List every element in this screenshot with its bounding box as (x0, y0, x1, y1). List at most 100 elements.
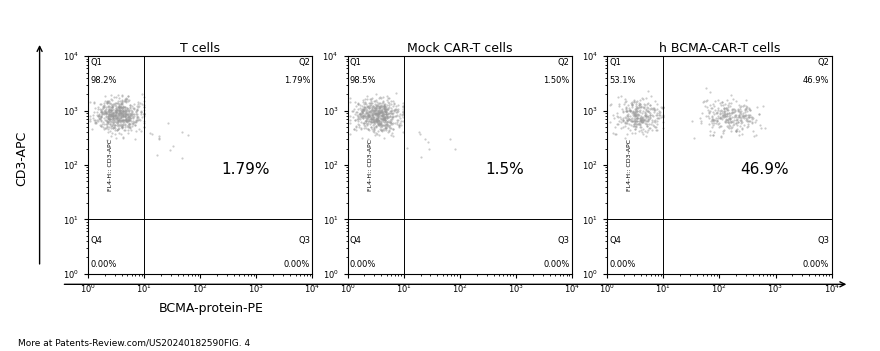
Point (91, 113, 105, 118)
Point (372, 103, 386, 108)
Point (373, 103, 387, 109)
Point (84, 116, 98, 122)
Point (362, 113, 376, 119)
Point (112, 102, 126, 107)
Point (365, 116, 379, 121)
Point (713, 100, 727, 106)
Text: FL4-H:: CD3-APC: FL4-H:: CD3-APC (627, 139, 632, 191)
Point (105, 133, 119, 139)
Point (639, 133, 653, 139)
Point (121, 125, 136, 130)
Point (649, 127, 664, 132)
Point (98, 110, 112, 116)
Point (369, 118, 383, 124)
Point (101, 105, 115, 110)
Point (728, 114, 742, 119)
Point (377, 104, 391, 109)
Point (730, 106, 744, 112)
Point (381, 129, 395, 135)
Point (371, 108, 385, 114)
Point (378, 116, 392, 122)
Point (96, 110, 110, 115)
Point (103, 121, 117, 127)
Point (628, 113, 642, 118)
Point (110, 101, 124, 106)
Point (134, 111, 148, 117)
Point (370, 101, 385, 107)
Point (377, 135, 391, 141)
Point (97, 110, 111, 116)
Point (722, 118, 737, 124)
Point (130, 111, 144, 117)
Point (732, 132, 746, 138)
Point (126, 118, 140, 124)
Point (623, 108, 637, 114)
Point (363, 96, 377, 101)
Text: 1.5%: 1.5% (485, 162, 524, 177)
Point (722, 125, 737, 131)
Point (726, 110, 740, 115)
Point (99, 106, 113, 111)
Point (351, 113, 365, 119)
Point (696, 99, 710, 105)
Point (151, 135, 165, 140)
Point (86, 110, 100, 115)
Point (370, 128, 385, 133)
Point (376, 111, 390, 116)
Point (364, 120, 378, 125)
Point (700, 98, 714, 104)
Point (119, 98, 133, 104)
Point (136, 104, 150, 110)
Point (723, 92, 737, 97)
Point (379, 124, 393, 130)
Point (100, 118, 114, 124)
Point (649, 113, 664, 118)
Point (380, 107, 394, 113)
Point (370, 117, 384, 122)
Point (355, 108, 369, 114)
Point (363, 102, 378, 107)
Point (636, 131, 650, 137)
Point (115, 105, 129, 111)
Point (101, 119, 115, 125)
Point (374, 102, 388, 108)
Point (645, 127, 659, 133)
Point (363, 114, 377, 119)
Point (739, 115, 753, 120)
Point (742, 106, 756, 111)
Point (377, 122, 391, 128)
Point (377, 106, 391, 112)
Point (121, 105, 135, 111)
Point (377, 101, 391, 107)
Point (100, 137, 114, 143)
Point (725, 106, 739, 112)
Point (632, 113, 646, 118)
Point (163, 148, 177, 153)
Point (106, 110, 121, 116)
Point (355, 120, 369, 125)
Point (110, 120, 124, 126)
Point (655, 106, 669, 111)
Point (741, 115, 755, 120)
Point (722, 113, 736, 119)
Point (724, 119, 738, 125)
Point (108, 110, 122, 116)
Text: 46.9%: 46.9% (740, 162, 788, 177)
Point (104, 113, 118, 119)
Point (720, 111, 734, 117)
Point (388, 107, 402, 112)
Point (730, 126, 744, 132)
Point (714, 111, 728, 116)
Point (627, 121, 641, 127)
Point (99, 118, 114, 123)
Point (136, 125, 150, 130)
Point (378, 114, 392, 120)
Point (356, 99, 370, 104)
Point (641, 113, 655, 119)
Point (715, 99, 729, 104)
Point (378, 125, 392, 131)
Point (384, 126, 398, 131)
Point (392, 124, 407, 130)
Point (363, 98, 378, 104)
Point (705, 105, 719, 111)
